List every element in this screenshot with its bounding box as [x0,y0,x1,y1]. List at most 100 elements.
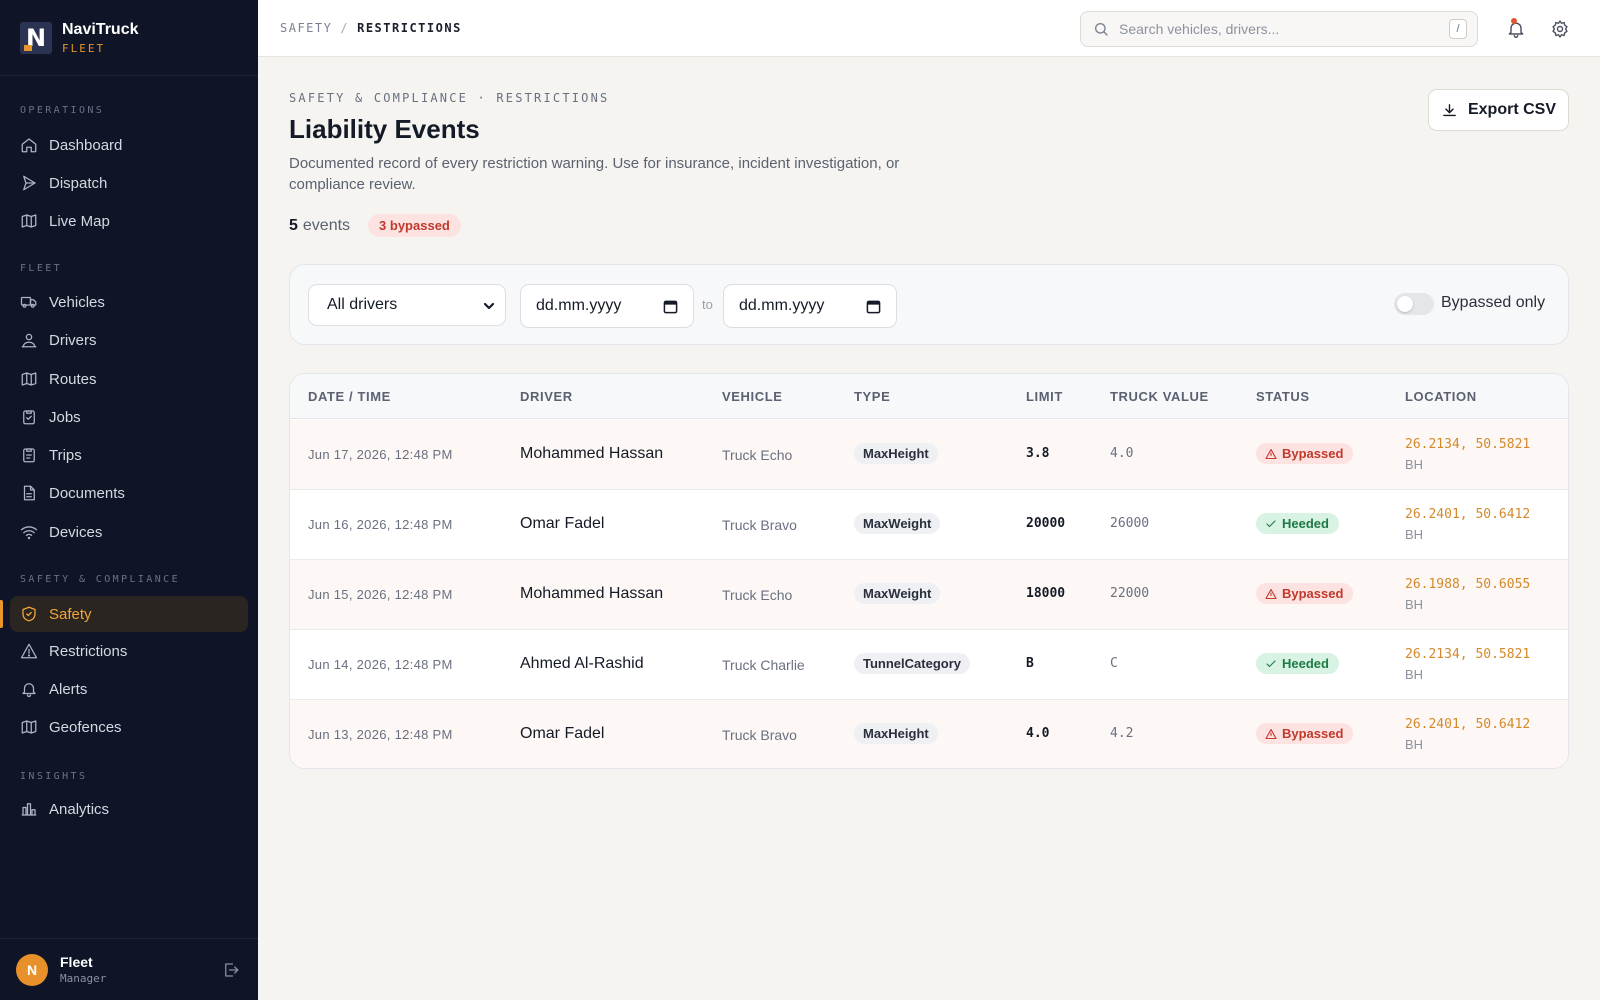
bar-chart-icon [21,803,37,816]
sidebar-item-dashboard[interactable]: Dashboard [10,127,248,163]
clipboard-icon [23,410,35,425]
check-icon [1266,519,1276,527]
location-country: BH [1405,457,1424,472]
date-to-placeholder: dd.mm.yyyy [739,297,825,314]
brand[interactable]: N NaviTruck FLEET [0,0,258,76]
sidebar-item-safety[interactable]: Safety [10,596,248,632]
table-row[interactable]: Jun 16, 2026, 12:48 PM Omar Fadel Truck Br… [290,490,1568,560]
search-shortcut-key: / [1449,19,1467,39]
sidebar-item-dispatch[interactable]: Dispatch [10,165,248,201]
sidebar-item-restrictions[interactable]: Restrictions [10,633,248,669]
brand-sub: FLEET [62,41,106,55]
cell-location[interactable]: 26.2401, 50.6412 BH [1405,717,1530,752]
status-badge: Bypassed [1256,443,1354,464]
sidebar-item-label: Vehicles [49,293,105,311]
column-header-datetime[interactable]: DATE / TIME [308,389,391,404]
column-header-driver[interactable]: DRIVER [520,389,573,404]
table-row[interactable]: Jun 17, 2026, 12:48 PM Mohammed Hassan Tru… [290,420,1568,490]
topbar: SAFETY / RESTRICTIONS / [258,0,1600,57]
driver-select[interactable]: All drivers [308,284,506,326]
chevron-down-icon [483,302,495,310]
cell-vehicle: Truck Bravo [722,517,797,533]
bypassed-only-toggle[interactable] [1394,293,1434,315]
sidebar-item-alerts[interactable]: Alerts [10,671,248,707]
date-from-input[interactable]: dd.mm.yyyy [520,284,694,328]
export-csv-button[interactable]: Export CSV [1428,89,1569,131]
type-badge: MaxWeight [854,583,941,604]
column-header-limit[interactable]: LIMIT [1026,389,1063,404]
date-range-to-label: to [702,297,713,312]
breadcrumb-item-safety[interactable]: SAFETY [280,21,333,35]
logout-icon[interactable] [222,961,240,979]
sidebar-item-geofences[interactable]: Geofences [10,709,248,745]
warning-icon [20,643,38,659]
date-to-input[interactable]: dd.mm.yyyy [723,284,897,328]
table-row[interactable]: Jun 15, 2026, 12:48 PM Mohammed Hassan Tru… [290,560,1568,630]
search-icon [1095,23,1108,36]
column-header-vehicle[interactable]: VEHICLE [722,389,783,404]
column-header-truck-value[interactable]: TRUCK VALUE [1110,389,1209,404]
sidebar-item-live-map[interactable]: Live Map [10,203,248,239]
location-coords[interactable]: 26.2134, 50.5821 [1405,647,1531,662]
cell-location[interactable]: 26.2134, 50.5821 BH [1405,437,1530,472]
location-country: BH [1405,667,1424,682]
column-header-type[interactable]: TYPE [854,389,891,404]
column-header-status[interactable]: STATUS [1256,389,1310,404]
sidebar-item-trips[interactable]: Trips [10,437,248,473]
table-row[interactable]: Jun 13, 2026, 12:48 PM Omar Fadel Truck Br… [290,700,1568,768]
location-coords[interactable]: 26.2401, 50.6412 [1405,717,1531,732]
location-coords[interactable]: 26.2134, 50.5821 [1405,437,1531,452]
location-country: BH [1405,737,1424,752]
sidebar-item-label: Dispatch [49,174,108,192]
cell-truck-value: 22000 [1110,586,1150,601]
search-input[interactable] [1119,21,1439,37]
cell-driver: Ahmed Al-Rashid [520,655,644,672]
truck-icon [20,296,37,308]
sidebar-item-label: Documents [49,484,125,502]
cell-location[interactable]: 26.1988, 50.6055 BH [1405,577,1530,612]
nav-section-safety: SAFETY & COMPLIANCE [20,574,180,585]
calendar-icon[interactable] [866,299,881,314]
breadcrumb: SAFETY / RESTRICTIONS [280,21,462,35]
sidebar-item-documents[interactable]: Documents [10,475,248,511]
page-eyebrow: SAFETY & COMPLIANCE · RESTRICTIONS [289,91,610,105]
cell-location[interactable]: 26.2401, 50.6412 BH [1405,507,1530,542]
calendar-icon[interactable] [663,299,678,314]
cell-limit: 20000 [1026,516,1066,531]
gear-icon[interactable] [1550,19,1570,39]
search-box[interactable]: / [1080,11,1478,47]
sidebar-item-routes[interactable]: Routes [10,361,248,397]
location-coords[interactable]: 26.2401, 50.6412 [1405,507,1531,522]
sidebar-item-devices[interactable]: Devices [10,514,248,550]
sidebar-item-label: Devices [49,523,103,541]
status-badge: Heeded [1256,653,1339,674]
location-coords[interactable]: 26.1988, 50.6055 [1405,577,1531,592]
sidebar-item-vehicles[interactable]: Vehicles [10,284,248,320]
cell-truck-value: C [1110,656,1118,671]
file-icon [23,485,35,501]
page-title: Liability Events [289,114,480,144]
brand-name: NaviTruck [62,20,139,38]
sidebar-item-label: Routes [49,370,97,388]
status-badge: Heeded [1256,513,1339,534]
column-header-location[interactable]: LOCATION [1405,389,1477,404]
user-profile[interactable]: N Fleet Manager [0,938,258,1000]
sidebar-item-label: Dashboard [49,136,123,154]
sidebar-item-drivers[interactable]: Drivers [10,322,248,358]
nav-section-operations: OPERATIONS [20,105,105,116]
type-badge: TunnelCategory [854,653,970,674]
map-icon [21,720,37,734]
bypassed-badge: 3 bypassed [368,214,461,237]
warning-icon [1265,728,1277,739]
sidebar-item-analytics[interactable]: Analytics [10,791,248,827]
status-label: Bypassed [1282,586,1344,601]
cell-location[interactable]: 26.2134, 50.5821 BH [1405,647,1530,682]
type-badge: MaxHeight [854,443,938,464]
table-row[interactable]: Jun 14, 2026, 12:48 PM Ahmed Al-Rashid Tru… [290,630,1568,700]
cell-vehicle: Truck Echo [722,587,793,603]
warning-icon [1265,588,1277,599]
sidebar-item-jobs[interactable]: Jobs [10,399,248,435]
bell-icon[interactable] [1506,19,1526,39]
sidebar-item-label: Analytics [49,800,110,818]
status-badge: Bypassed [1256,583,1354,604]
